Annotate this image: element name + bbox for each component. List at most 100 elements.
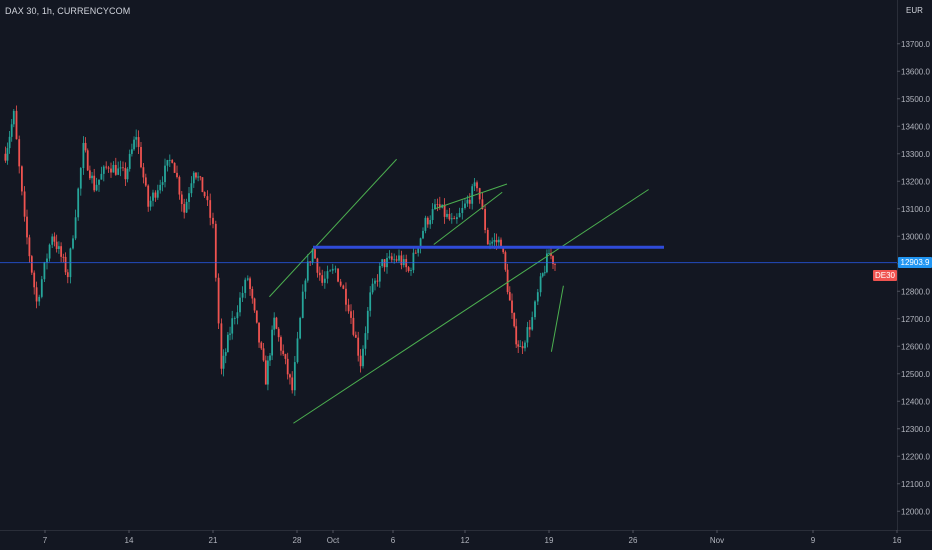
candle-body: [426, 217, 429, 225]
candle-body: [417, 248, 420, 253]
candle-body: [164, 165, 166, 183]
candle-body: [390, 256, 393, 260]
x-tick-label: Oct: [327, 536, 340, 545]
candle-body: [443, 204, 446, 217]
candle-body: [412, 252, 415, 271]
candle-body: [489, 243, 491, 245]
candle-body: [301, 291, 304, 318]
candle-body: [471, 186, 474, 204]
candle-body: [422, 230, 424, 239]
candle-body: [362, 348, 364, 367]
candle-body: [359, 355, 362, 367]
candle-body: [161, 182, 164, 185]
candle-body: [299, 317, 302, 339]
candle-body: [100, 173, 103, 180]
candle-body: [466, 199, 469, 204]
candle-body: [10, 124, 13, 137]
candle-body: [140, 146, 142, 168]
candle-body: [214, 223, 217, 278]
candle-body: [329, 270, 332, 272]
candle-body: [456, 217, 458, 220]
candle-body: [126, 168, 129, 180]
candle-body: [105, 166, 108, 168]
y-tick-label: 13100.0: [901, 205, 930, 214]
candle-body: [275, 317, 278, 329]
candle-body: [481, 199, 484, 210]
candle-body: [434, 204, 436, 210]
candle-body: [464, 203, 466, 208]
candle-body: [543, 272, 546, 274]
candle-body: [402, 259, 405, 266]
candle-body: [536, 292, 539, 302]
candle-body: [152, 192, 154, 201]
candle-body: [241, 292, 244, 298]
candle-body: [128, 153, 131, 169]
candle-body: [366, 310, 369, 334]
y-tick-label: 13000.0: [901, 232, 930, 241]
candle-body: [446, 213, 448, 217]
candle-body: [192, 172, 195, 184]
candle-body: [62, 256, 65, 258]
candle-body: [269, 355, 271, 361]
candle-body: [461, 207, 464, 213]
candle-body: [107, 167, 110, 169]
candle-body: [226, 334, 229, 353]
candle-body: [156, 190, 159, 198]
candle-body: [495, 240, 498, 243]
candle-body: [448, 213, 451, 220]
candle-body: [271, 329, 273, 356]
candle-body: [159, 184, 162, 191]
candle-body: [144, 177, 147, 186]
candle-body: [255, 310, 258, 323]
candle-body: [318, 272, 321, 276]
candle-body: [453, 218, 456, 220]
candle-body: [178, 177, 181, 195]
candle-body: [51, 236, 54, 245]
x-tick-label: 26: [629, 536, 638, 545]
candle-body: [284, 354, 287, 359]
candle-body: [450, 218, 453, 220]
candle-body: [513, 312, 516, 327]
candles: [4, 105, 556, 396]
candle-body: [378, 266, 381, 282]
candle-body: [506, 269, 509, 293]
candle-body: [286, 358, 289, 375]
candle-body: [23, 191, 26, 217]
candle-body: [395, 259, 398, 261]
candle-body: [309, 261, 312, 263]
candle-body: [119, 167, 122, 169]
candle-body: [511, 300, 513, 313]
candle-body: [244, 279, 247, 293]
candle-body: [18, 139, 21, 167]
candle-body: [183, 204, 186, 213]
candle-body: [220, 323, 223, 369]
candle-body: [436, 204, 439, 206]
candle-body: [264, 360, 267, 385]
candle-body: [180, 194, 183, 205]
x-tick-label: 9: [811, 536, 816, 545]
candle-body: [419, 238, 422, 249]
candle-body: [185, 201, 188, 213]
candle-body: [38, 296, 41, 302]
candle-body: [84, 142, 87, 151]
candle-body: [28, 237, 31, 257]
candle-body: [239, 297, 241, 313]
candle-body: [222, 355, 225, 369]
candle-body: [293, 362, 296, 391]
candle-body: [55, 241, 58, 249]
candle-body: [135, 137, 138, 140]
candle-body: [253, 298, 256, 311]
candle-body: [352, 317, 355, 335]
candle-body: [383, 259, 386, 268]
candle-body: [43, 262, 46, 280]
candle-body: [229, 333, 231, 335]
candle-body: [206, 196, 209, 201]
candle-body: [60, 246, 63, 257]
candle-body: [79, 168, 82, 189]
candle-body: [95, 184, 98, 191]
candle-body: [188, 193, 190, 202]
candle-body: [311, 249, 314, 263]
